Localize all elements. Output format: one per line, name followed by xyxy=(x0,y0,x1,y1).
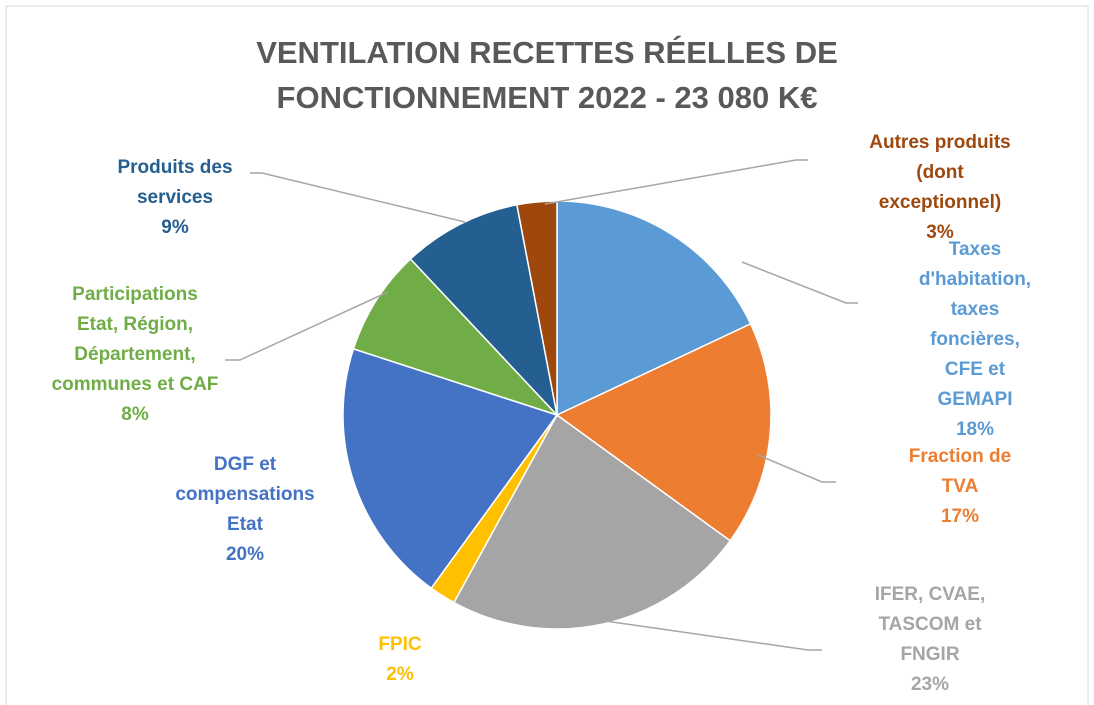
category-label: Fraction de TVA xyxy=(908,446,1012,497)
data-label: DGF et compensations Etat 20% xyxy=(175,450,314,570)
chart-title: VENTILATION RECETTES RÉELLES DE FONCTION… xyxy=(256,35,838,115)
data-label: Produits des services 9% xyxy=(117,153,232,243)
value-label: 8% xyxy=(121,404,149,425)
leader-line xyxy=(597,619,822,651)
leader-line xyxy=(225,291,389,361)
leader-line xyxy=(757,454,836,483)
pie xyxy=(342,200,772,630)
category-label: Participations Etat, Région, Département… xyxy=(51,284,219,395)
value-label: 20% xyxy=(225,544,265,565)
value-label: 9% xyxy=(161,217,189,238)
category-label: DGF et compensations Etat xyxy=(175,454,315,535)
leader-lines xyxy=(225,159,858,651)
category-label: FPIC xyxy=(378,634,422,655)
value-label: 18% xyxy=(955,419,995,440)
data-label: Participations Etat, Région, Département… xyxy=(52,280,219,430)
pie-slice xyxy=(452,413,732,630)
data-label: IFER, CVAE, TASCOM et FNGIR 23% xyxy=(848,580,1012,700)
category-label: IFER, CVAE, TASCOM et FNGIR xyxy=(874,584,986,665)
leader-line xyxy=(544,159,808,205)
data-label: Autres produits (dont exceptionnel) 3% xyxy=(863,128,1017,248)
category-label: Taxes d'habitation, taxes foncières, CFE… xyxy=(918,239,1032,410)
data-label: FPIC 2% xyxy=(378,630,421,690)
leader-line xyxy=(250,172,466,223)
data-label: Taxes d'habitation, taxes foncières, CFE… xyxy=(916,235,1035,445)
pie-slice xyxy=(342,347,559,590)
value-label: 17% xyxy=(940,506,980,527)
pie-slice xyxy=(352,257,558,416)
leader-line xyxy=(741,261,858,304)
category-label: Autres produits (dont exceptionnel) xyxy=(869,132,1011,213)
value-label: 23% xyxy=(910,674,950,695)
data-label: Fraction de TVA 17% xyxy=(893,442,1027,532)
value-label: 2% xyxy=(386,664,414,685)
pie-slice xyxy=(409,203,559,418)
category-label: Produits des services xyxy=(117,157,233,208)
value-label: 3% xyxy=(926,222,954,243)
pie-slice xyxy=(516,200,558,416)
pie-slice xyxy=(555,322,772,542)
chart-border xyxy=(5,5,1089,705)
pie-slice xyxy=(556,200,752,417)
